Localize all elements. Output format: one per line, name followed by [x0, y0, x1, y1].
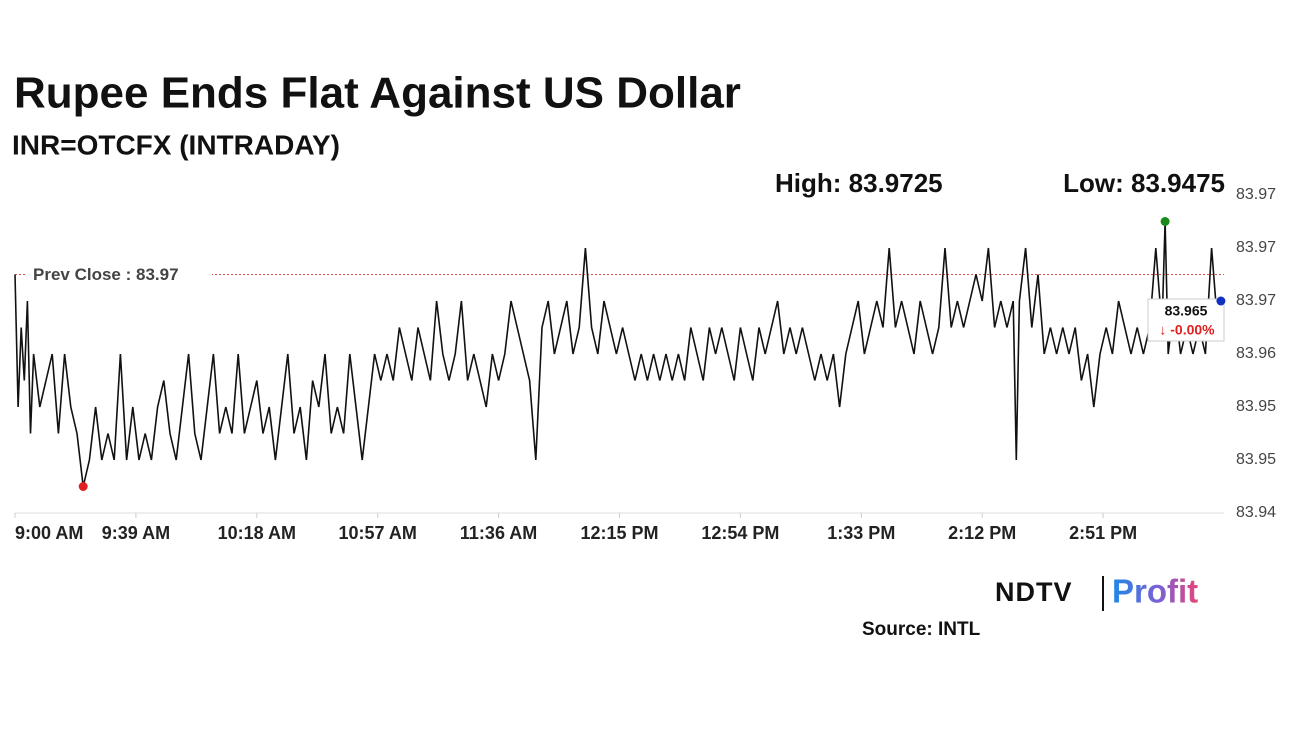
high-label: High: 83.9725 [775, 168, 943, 198]
x-tick-label: 11:36 AM [460, 523, 537, 543]
x-tick-label: 2:12 PM [948, 523, 1016, 543]
y-tick-label: 83.97 [1236, 292, 1276, 309]
x-tick-label: 9:00 AM [15, 523, 83, 543]
last-price-box [1147, 298, 1225, 342]
x-tick-label: 1:33 PM [827, 523, 895, 543]
x-tick-label: 12:15 PM [580, 523, 658, 543]
low-label: Low: 83.9475 [1063, 168, 1225, 198]
y-tick-label: 83.94 [1236, 504, 1276, 521]
y-tick-label: 83.95 [1236, 398, 1276, 415]
logo-ndtv: NDTV [995, 577, 1073, 607]
x-tick-label: 10:18 AM [218, 523, 296, 543]
prev-close-label: Prev Close : 83.97 [33, 265, 179, 284]
prev-close-label-bg [26, 261, 212, 288]
y-tick-label: 83.96 [1236, 345, 1276, 362]
low-marker [78, 482, 88, 491]
high-marker [1160, 217, 1170, 226]
chart-title: Rupee Ends Flat Against US Dollar [14, 69, 741, 118]
plot: 83.97 83.97 83.97 83.96 83.95 83.95 83.94 9:00 … [14, 186, 1276, 543]
x-tick-label: 9:39 AM [102, 523, 170, 543]
price-line [14, 221, 1222, 487]
x-tick-label: 2:51 PM [1069, 523, 1137, 543]
y-tick-label: 83.97 [1236, 239, 1276, 256]
chart-subtitle: INR=OTCFX (INTRADAY) [12, 129, 340, 160]
x-tick-label: 12:54 PM [701, 523, 779, 543]
x-tick-label: 10:57 AM [339, 523, 417, 543]
y-tick-label: 83.95 [1236, 451, 1276, 468]
last-price-label: 83.965 [1165, 303, 1208, 319]
source: Source: INTL [862, 619, 981, 640]
last-marker [1216, 296, 1226, 306]
change-label: ↓ -0.00% [1159, 322, 1215, 338]
y-tick-label: 83.97 [1236, 186, 1276, 203]
logo-profit: Profit [1112, 573, 1198, 610]
